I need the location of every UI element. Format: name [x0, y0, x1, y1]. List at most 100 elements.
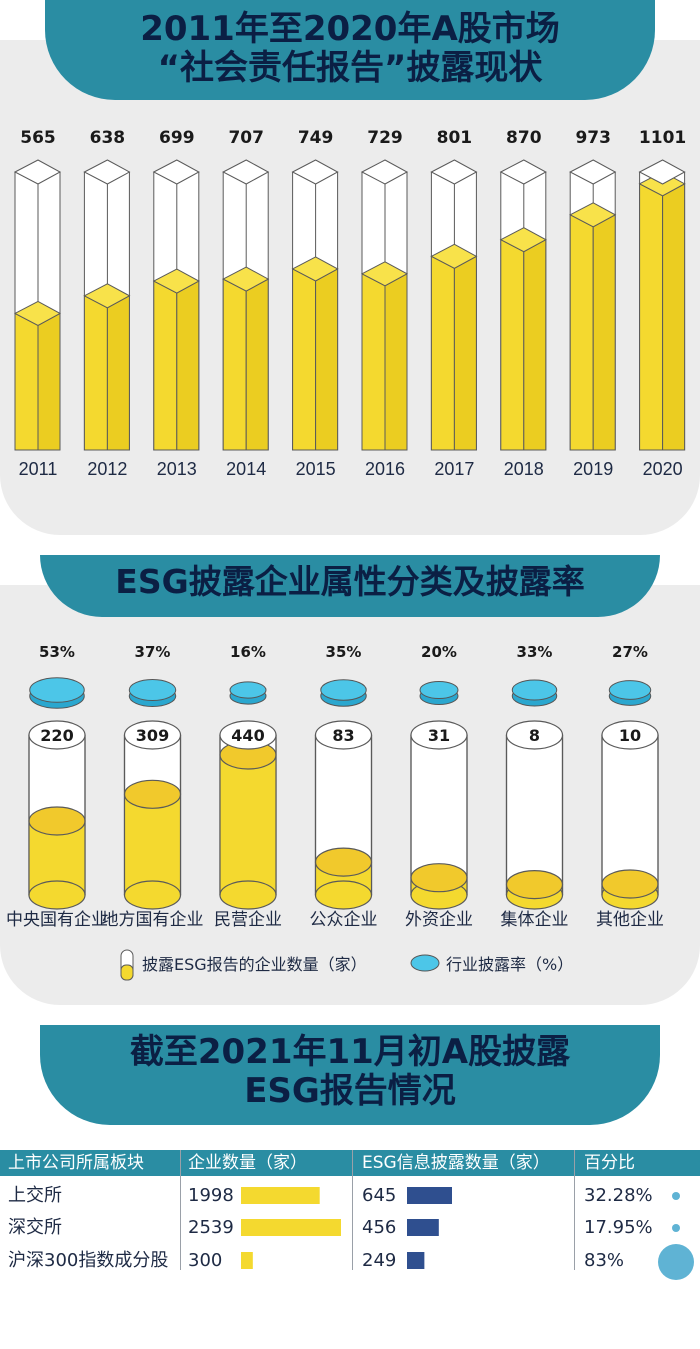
column-fill-top — [222, 266, 270, 292]
column-fill-top — [499, 227, 547, 253]
column-2013: 699 2013 — [152, 128, 200, 479]
column-year-label: 2018 — [504, 459, 544, 479]
column-value-label: 565 — [20, 128, 56, 148]
column-2017: 801 2017 — [430, 128, 478, 479]
column-cap — [360, 159, 409, 185]
rate-label: 33% — [517, 643, 553, 661]
column-fill-top — [152, 268, 200, 294]
rate-label: 16% — [230, 643, 266, 661]
cylinder-其他企业: 27% 10 其他企业 — [596, 643, 664, 930]
section1-title-line1: 2011年至2020年A股市场 — [140, 9, 560, 49]
rate-label: 37% — [135, 643, 171, 661]
category-label: 外资企业 — [405, 910, 473, 930]
column-fill-left — [430, 255, 455, 451]
cylinder-fill-top — [314, 847, 373, 877]
th-esg: ESG信息披露数量（家） — [362, 1153, 550, 1173]
column-cap — [152, 159, 200, 185]
column-2015: 749 2015 — [291, 128, 339, 479]
row3-esg: 249 — [362, 1250, 397, 1271]
percent-circle — [672, 1224, 680, 1232]
column-fill-right — [315, 268, 339, 451]
section2-banner: ESG披露企业属性分类及披露率 — [40, 555, 660, 617]
column-fill-left — [153, 280, 178, 451]
column-fill-right — [37, 312, 61, 451]
cylinder-bottom — [123, 880, 182, 910]
row1-companies: 1998 — [188, 1185, 234, 1206]
section1-title-line2: “社会责任报告”披露现状 — [157, 48, 543, 89]
rate-disk-top — [128, 679, 177, 701]
column-fill-top — [291, 256, 339, 282]
column-fill-right — [384, 272, 408, 451]
cylinder-bottom — [28, 880, 86, 910]
section2-title: ESG披露企业属性分类及披露率 — [115, 562, 585, 601]
column-fill-top — [569, 202, 617, 228]
column-fill-right — [453, 255, 477, 451]
rate-label: 20% — [421, 643, 457, 661]
column-2019: 973 2019 — [569, 128, 617, 479]
cylinder-top — [314, 720, 373, 750]
column-fill-right — [523, 238, 547, 451]
column-year-label: 2016 — [365, 459, 405, 479]
rate-label: 27% — [612, 643, 648, 661]
cylinder-fill-top — [601, 869, 659, 899]
th-board: 上市公司所属板块 — [8, 1153, 144, 1173]
row3-pct: 83% — [584, 1250, 625, 1271]
legend-cylinder-fill-icon — [120, 964, 134, 981]
column-fill-left — [292, 268, 317, 451]
section3-title-line2: ESG报告情况 — [244, 1071, 456, 1112]
rate-disk-top — [419, 680, 459, 700]
cylinder-top — [28, 720, 86, 750]
column-cap — [291, 159, 339, 185]
rate-disk-top — [320, 679, 367, 701]
category-label: 地方国有企业 — [102, 910, 204, 930]
rate-disk-top — [29, 677, 85, 703]
row1-board: 上交所 — [8, 1185, 62, 1206]
column-year-label: 2017 — [434, 459, 474, 479]
column-cap — [569, 159, 617, 185]
chart2-legend: 披露ESG报告的企业数量（家） 行业披露率（%） — [120, 949, 573, 981]
column-fill-left — [569, 213, 594, 451]
section3-banner: 截至2021年11月初A股披露 ESG报告情况 — [40, 1025, 660, 1125]
category-label: 其他企业 — [596, 910, 664, 930]
column-cap — [499, 159, 547, 185]
category-label: 集体企业 — [501, 910, 569, 930]
cylinder-公众企业: 35% 83 公众企业 — [310, 643, 378, 930]
column-value-label: 1101 — [639, 128, 686, 148]
cylinder-外资企业: 20% 31 外资企业 — [405, 643, 473, 930]
column-year-label: 2019 — [573, 459, 613, 479]
esg-bar — [407, 1187, 452, 1204]
cylinder-top — [219, 720, 277, 750]
column-fill-left — [83, 294, 108, 451]
col-divider-3 — [574, 1150, 575, 1270]
column-fill-right — [106, 294, 130, 451]
count-label: 220 — [40, 726, 73, 745]
column-value-label: 707 — [228, 128, 264, 148]
company-bar — [241, 1252, 253, 1269]
legend-count-label: 披露ESG报告的企业数量（家） — [142, 955, 367, 974]
count-label: 8 — [529, 726, 540, 745]
rate-disk-top — [229, 681, 267, 699]
row2-board: 深交所 — [8, 1217, 62, 1238]
cylinder-fill-top — [28, 806, 86, 836]
column-value-label: 801 — [437, 128, 473, 148]
rate-label: 35% — [326, 643, 362, 661]
cylinder-top — [123, 720, 182, 750]
company-bar — [241, 1187, 320, 1204]
column-2012: 638 2012 — [83, 128, 131, 479]
column-2016: 729 2016 — [360, 128, 409, 479]
column-year-label: 2020 — [643, 459, 683, 479]
column-2011: 565 2011 — [13, 128, 62, 479]
cylinder-fill-top — [505, 870, 564, 900]
cylinder-fill — [124, 794, 181, 895]
count-label: 10 — [619, 726, 641, 745]
column-value-label: 870 — [506, 128, 542, 148]
column-cap — [83, 159, 131, 185]
column-fill-left — [222, 278, 247, 451]
column-cap — [222, 159, 270, 185]
category-label: 公众企业 — [310, 910, 378, 930]
cylinder-集体企业: 33% 8 集体企业 — [501, 643, 569, 930]
cylinder-top — [505, 720, 564, 750]
section3-title-line1: 截至2021年11月初A股披露 — [129, 1032, 571, 1072]
column-fill-right — [662, 183, 686, 451]
column-fill-left — [639, 183, 664, 451]
